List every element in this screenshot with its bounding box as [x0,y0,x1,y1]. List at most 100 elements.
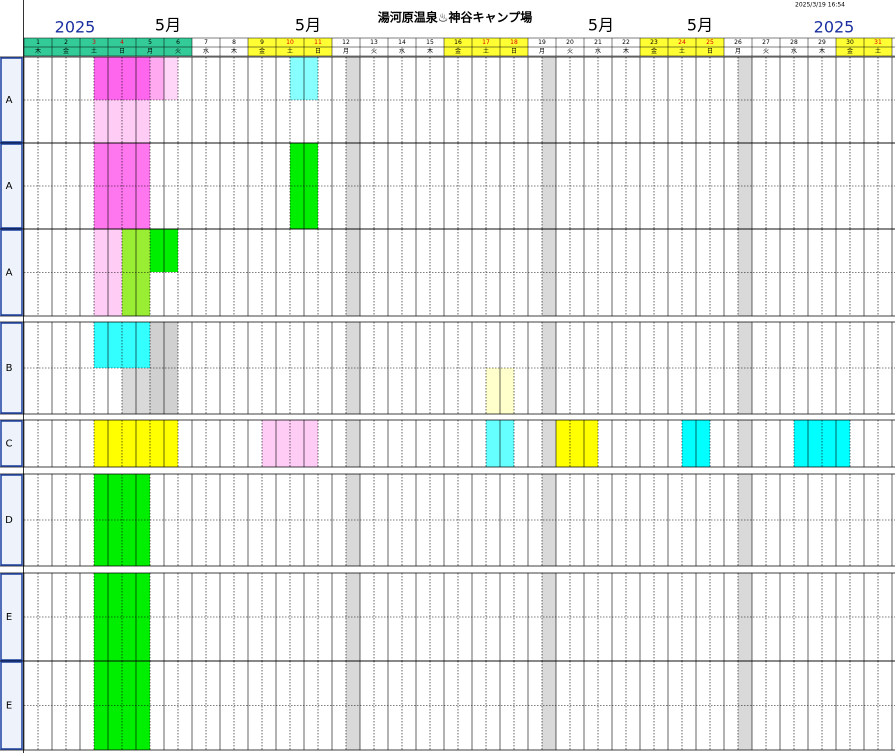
weekday: 木 [623,47,629,55]
day-number: 7 [204,39,208,46]
row-label: E [6,701,12,712]
day-number: 18 [510,39,518,46]
closed-cell [346,474,360,566]
closed-cell [346,322,360,414]
weekday: 水 [595,47,601,55]
day-number: 21 [594,39,602,46]
row-label: C [6,439,13,450]
weekday: 水 [399,47,405,55]
day-number: 5 [148,39,152,46]
row-label: A [6,268,13,279]
closed-cell [346,420,360,467]
weekday: 土 [91,47,97,55]
weekday: 月 [147,48,153,55]
timestamp: 2025/3/19 16:54 [795,2,845,9]
closed-cell [346,57,360,143]
month-label: 5月 [155,16,181,35]
closed-cell [346,143,360,229]
closed-cell [542,420,556,467]
day-number: 23 [650,39,658,46]
weekday: 月 [735,48,741,55]
day-number: 16 [454,39,462,46]
row-label-box [0,573,23,661]
booking [94,322,150,368]
row-label: E [6,612,12,623]
row-label: D [5,515,13,526]
weekday: 金 [259,47,265,55]
weekday: 木 [35,47,41,55]
closed-cell [346,573,360,661]
row-label: B [6,363,13,374]
weekday: 金 [455,47,461,55]
row-label: A [6,95,13,106]
day-number: 30 [846,39,854,46]
closed-cell [346,229,360,316]
day-number: 28 [790,39,798,46]
weekday: 火 [567,48,573,55]
day-number: 14 [398,39,406,46]
day-number: 8 [232,39,236,46]
year-label: 2025 [55,18,96,37]
row-label-box [0,661,23,750]
day-number: 12 [342,39,350,46]
day-number: 17 [482,39,490,46]
weekday: 土 [679,47,685,55]
day-number: 26 [734,39,742,46]
day-number: 24 [678,39,686,46]
day-number: 13 [370,39,378,46]
row-label-box [0,229,23,316]
weekday: 金 [847,47,853,55]
weekday: 火 [371,48,377,55]
weekday: 木 [427,47,433,55]
weekday: 水 [203,47,209,55]
day-number: 4 [120,39,124,46]
day-number: 25 [706,39,714,46]
day-number: 10 [286,39,294,46]
closed-cell [738,420,752,467]
day-number: 9 [260,39,264,46]
day-number: 22 [622,39,630,46]
row-label-box [0,322,23,414]
row-label: A [6,181,13,192]
weekday: 日 [315,48,321,55]
day-number: 29 [818,39,826,46]
booking [150,57,164,100]
weekday: 月 [539,48,545,55]
month-label: 5月 [687,16,713,35]
month-label: 5月 [295,16,321,35]
weekday: 日 [707,48,713,55]
weekday: 土 [287,47,293,55]
weekday: 木 [231,47,237,55]
day-number: 31 [874,39,882,46]
weekday: 水 [791,47,797,55]
day-number: 27 [762,39,770,46]
weekday: 金 [63,47,69,55]
day-number: 6 [176,39,180,46]
weekday: 金 [651,47,657,55]
title: 湯河原温泉♨神谷キャンプ場 [378,10,532,25]
day-number: 3 [92,39,96,46]
row-label-box [0,474,23,566]
row-label-box [0,57,23,143]
weekday: 火 [175,48,181,55]
month-label: 5月 [588,16,614,35]
weekday: 日 [119,48,125,55]
day-number: 1 [36,39,40,46]
booking [556,420,598,467]
day-number: 19 [538,39,546,46]
day-number: 11 [314,39,322,46]
day-number: 2 [64,39,68,46]
weekday: 土 [483,47,489,55]
day-number: 20 [566,39,574,46]
weekday: 木 [819,47,825,55]
day-number: 15 [426,39,434,46]
weekday: 土 [875,47,881,55]
row-label-box [0,420,23,467]
row-label-box [0,143,23,229]
year-label: 2025 [814,18,855,37]
closed-cell [346,661,360,750]
weekday: 火 [763,48,769,55]
weekday: 月 [343,48,349,55]
weekday: 日 [511,48,517,55]
